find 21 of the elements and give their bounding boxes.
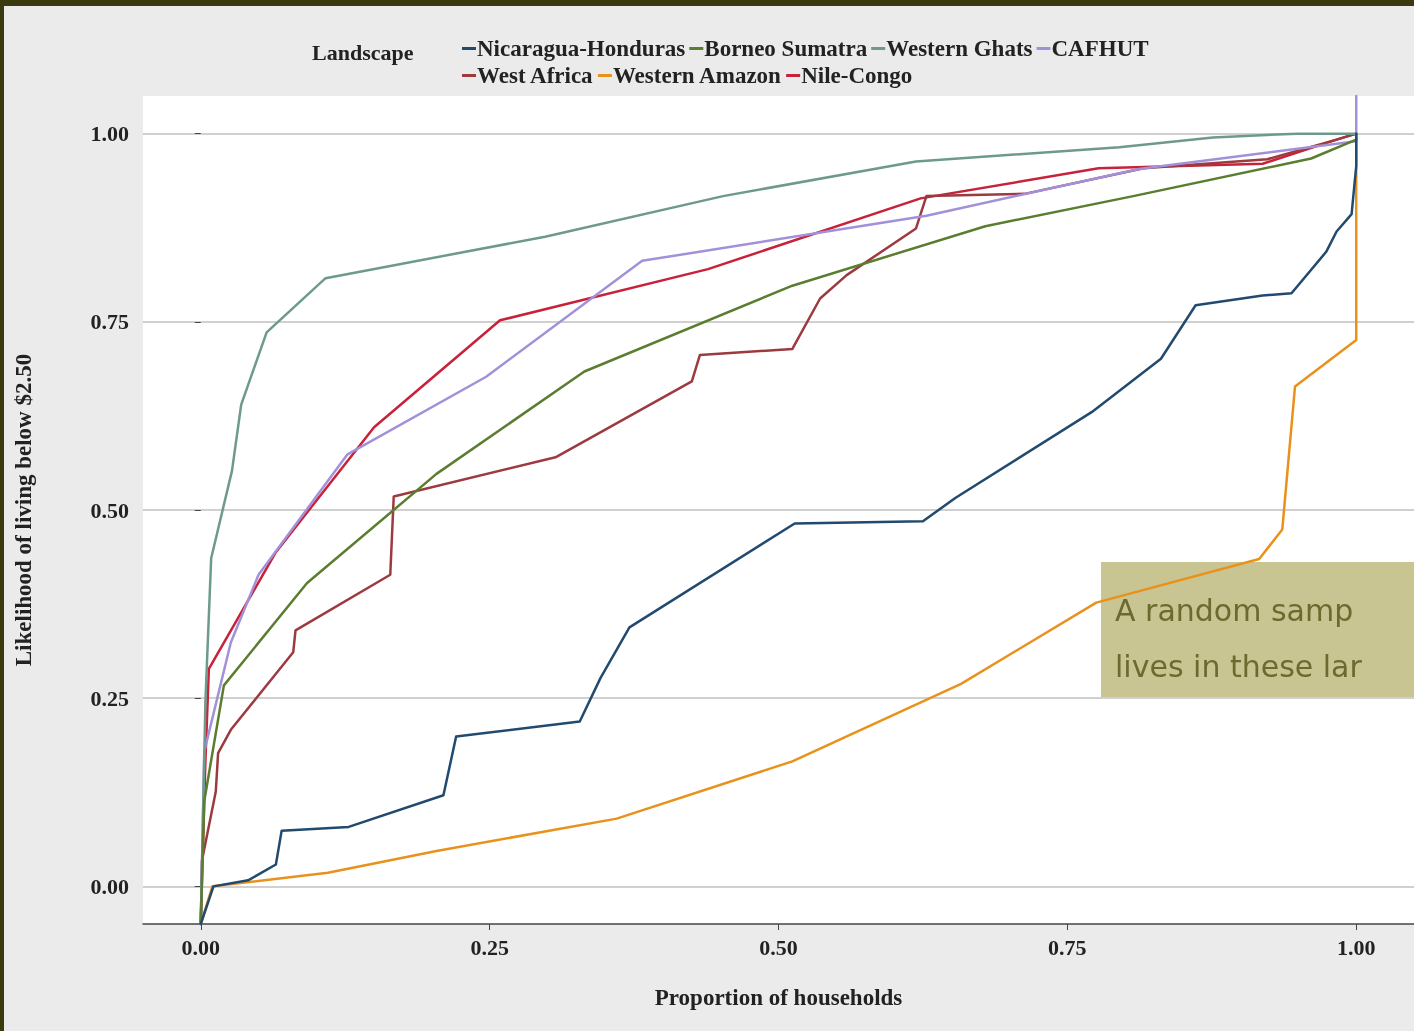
legend-label: Western Amazon	[612, 63, 782, 88]
legend-label: West Africa	[477, 63, 594, 88]
legend-title: Landscape	[312, 39, 414, 65]
y-axis-title: Likelihood of living below $2.50	[11, 353, 36, 667]
legend-label: Nicaragua-Honduras	[477, 36, 686, 61]
x-tick-label: 1.00	[1336, 934, 1376, 960]
y-tick-label: 0.75	[90, 309, 129, 335]
y-tick-label: 0.50	[90, 497, 129, 523]
x-tick-label: 0.75	[1048, 934, 1087, 960]
legend-label: Nile-Congo	[801, 63, 913, 88]
annotation: A random samp lives in these lar	[1115, 592, 1363, 684]
y-tick-label: 1.00	[90, 121, 129, 147]
y-tick-label: 0.25	[90, 685, 129, 711]
x-axis-title: Proportion of households	[654, 985, 903, 1010]
y-tick-label: 0.00	[90, 873, 129, 899]
legend-label: CAFHUT	[1051, 36, 1149, 61]
legend-label: Borneo Sumatra	[704, 36, 868, 61]
x-tick-label: 0.00	[181, 934, 221, 960]
x-tick-label: 0.50	[759, 934, 798, 960]
x-tick-label: 0.25	[470, 934, 509, 960]
legend-label: Western Ghats	[886, 36, 1033, 61]
